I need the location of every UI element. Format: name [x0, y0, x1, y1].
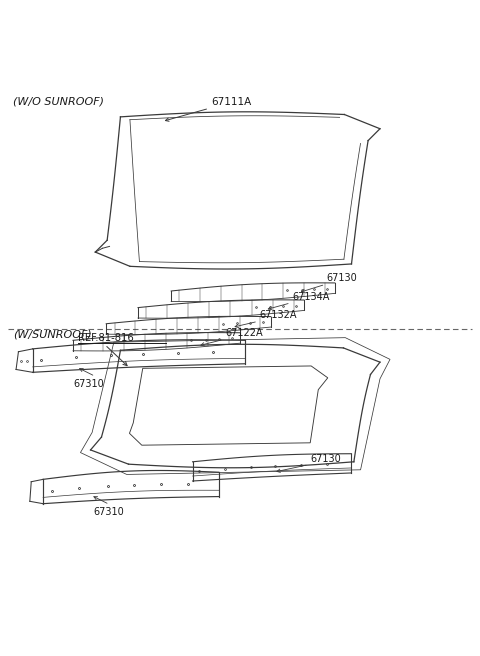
Text: REF.81-816: REF.81-816	[78, 333, 133, 342]
Text: 67122A: 67122A	[225, 329, 263, 338]
Text: 67130: 67130	[310, 454, 341, 464]
Text: 67310: 67310	[93, 507, 124, 518]
Text: 67111A: 67111A	[212, 97, 252, 107]
Text: 67310: 67310	[73, 379, 104, 389]
Text: (W/O SUNROOF): (W/O SUNROOF)	[13, 96, 104, 106]
Text: (W/SUNROOF): (W/SUNROOF)	[13, 329, 92, 339]
Text: 67130: 67130	[327, 274, 358, 283]
Text: 67132A: 67132A	[260, 310, 297, 320]
Text: 67134A: 67134A	[292, 292, 330, 302]
